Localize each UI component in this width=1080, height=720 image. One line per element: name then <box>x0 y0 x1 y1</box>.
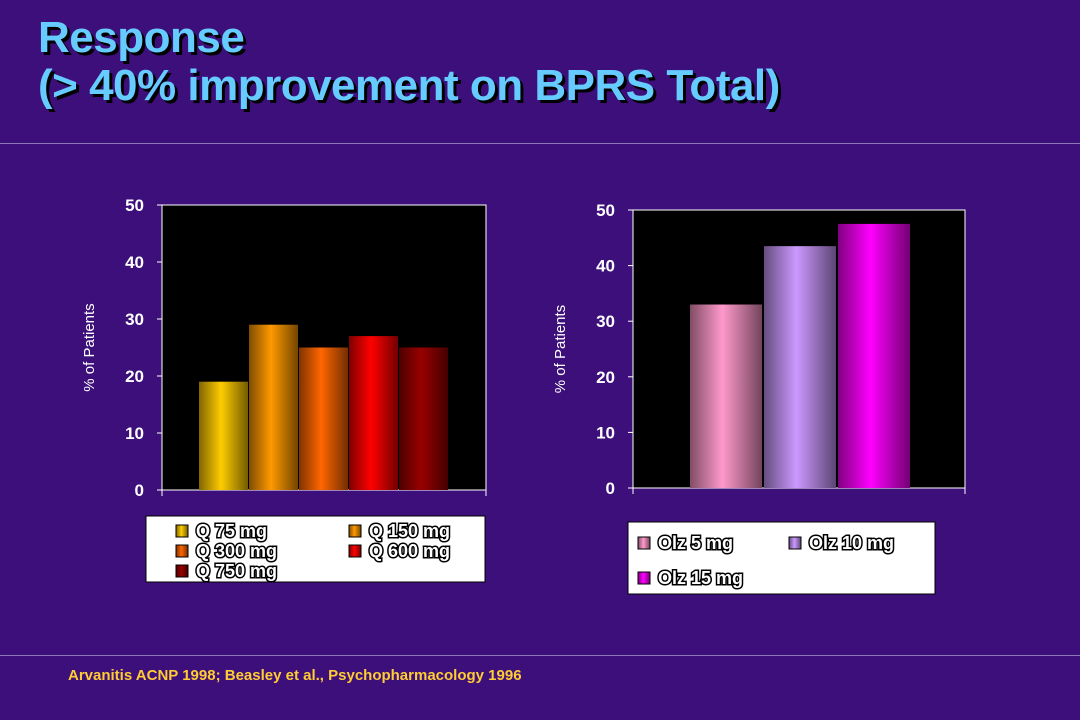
bar-olz-5-mg <box>690 304 762 488</box>
bar-q-600-mg <box>349 336 398 490</box>
y-axis-title: % of Patients <box>81 303 98 391</box>
y-axis-title: % of Patients <box>552 305 569 393</box>
bottom-divider <box>0 655 1080 656</box>
y-tick-label: 10 <box>596 423 615 442</box>
y-tick-label: 10 <box>125 424 144 443</box>
legend-swatch <box>175 564 189 578</box>
chart-2: 0 10 20 30 40 50 % of Patients Olz 5 mg Olz 10 m… <box>552 201 966 595</box>
y-tick-label: 20 <box>125 367 144 386</box>
slide-title: Response (> 40% improvement on BPRS Tota… <box>38 14 780 110</box>
legend-label: Q 75 mg <box>196 521 267 541</box>
bar-q-300-mg <box>299 347 348 490</box>
y-tick-label: 50 <box>125 196 144 215</box>
top-divider <box>0 143 1080 144</box>
legend-swatch <box>637 571 651 585</box>
legend-box <box>145 515 486 583</box>
bar-q-75-mg <box>199 381 248 490</box>
legend-swatch <box>637 536 651 550</box>
title-line-2: (> 40% improvement on BPRS Total) <box>38 61 780 110</box>
bar-olz-15-mg <box>838 223 910 488</box>
bar-q-150-mg <box>249 324 298 490</box>
legend-label: Olz 15 mg <box>658 568 743 588</box>
title-line-1: Response <box>38 13 245 62</box>
y-tick-label: 20 <box>596 368 615 387</box>
legend-swatch <box>348 544 362 558</box>
citation: Arvanitis ACNP 1998; Beasley et al., Psy… <box>68 667 522 684</box>
bar-olz-10-mg <box>764 246 836 488</box>
y-tick-label: 30 <box>596 312 615 331</box>
legend-label: Q 300 mg <box>196 541 277 561</box>
legend-label: Olz 5 mg <box>658 533 733 553</box>
legend-label: Q 750 mg <box>196 561 277 581</box>
y-tick-label: 0 <box>606 479 615 498</box>
legend-swatch <box>175 544 189 558</box>
legend-label: Q 150 mg <box>369 521 450 541</box>
legend-swatch <box>788 536 802 550</box>
y-tick-label: 50 <box>596 201 615 220</box>
y-tick-label: 40 <box>596 257 615 276</box>
legend-swatch <box>175 524 189 538</box>
legend-label: Q 600 mg <box>369 541 450 561</box>
legend-box <box>627 521 936 595</box>
bar-q-750-mg <box>399 347 448 490</box>
y-tick-label: 0 <box>135 481 144 500</box>
legend-swatch <box>348 524 362 538</box>
legend-label: Olz 10 mg <box>809 533 894 553</box>
y-tick-label: 40 <box>125 253 144 272</box>
y-tick-label: 30 <box>125 310 144 329</box>
